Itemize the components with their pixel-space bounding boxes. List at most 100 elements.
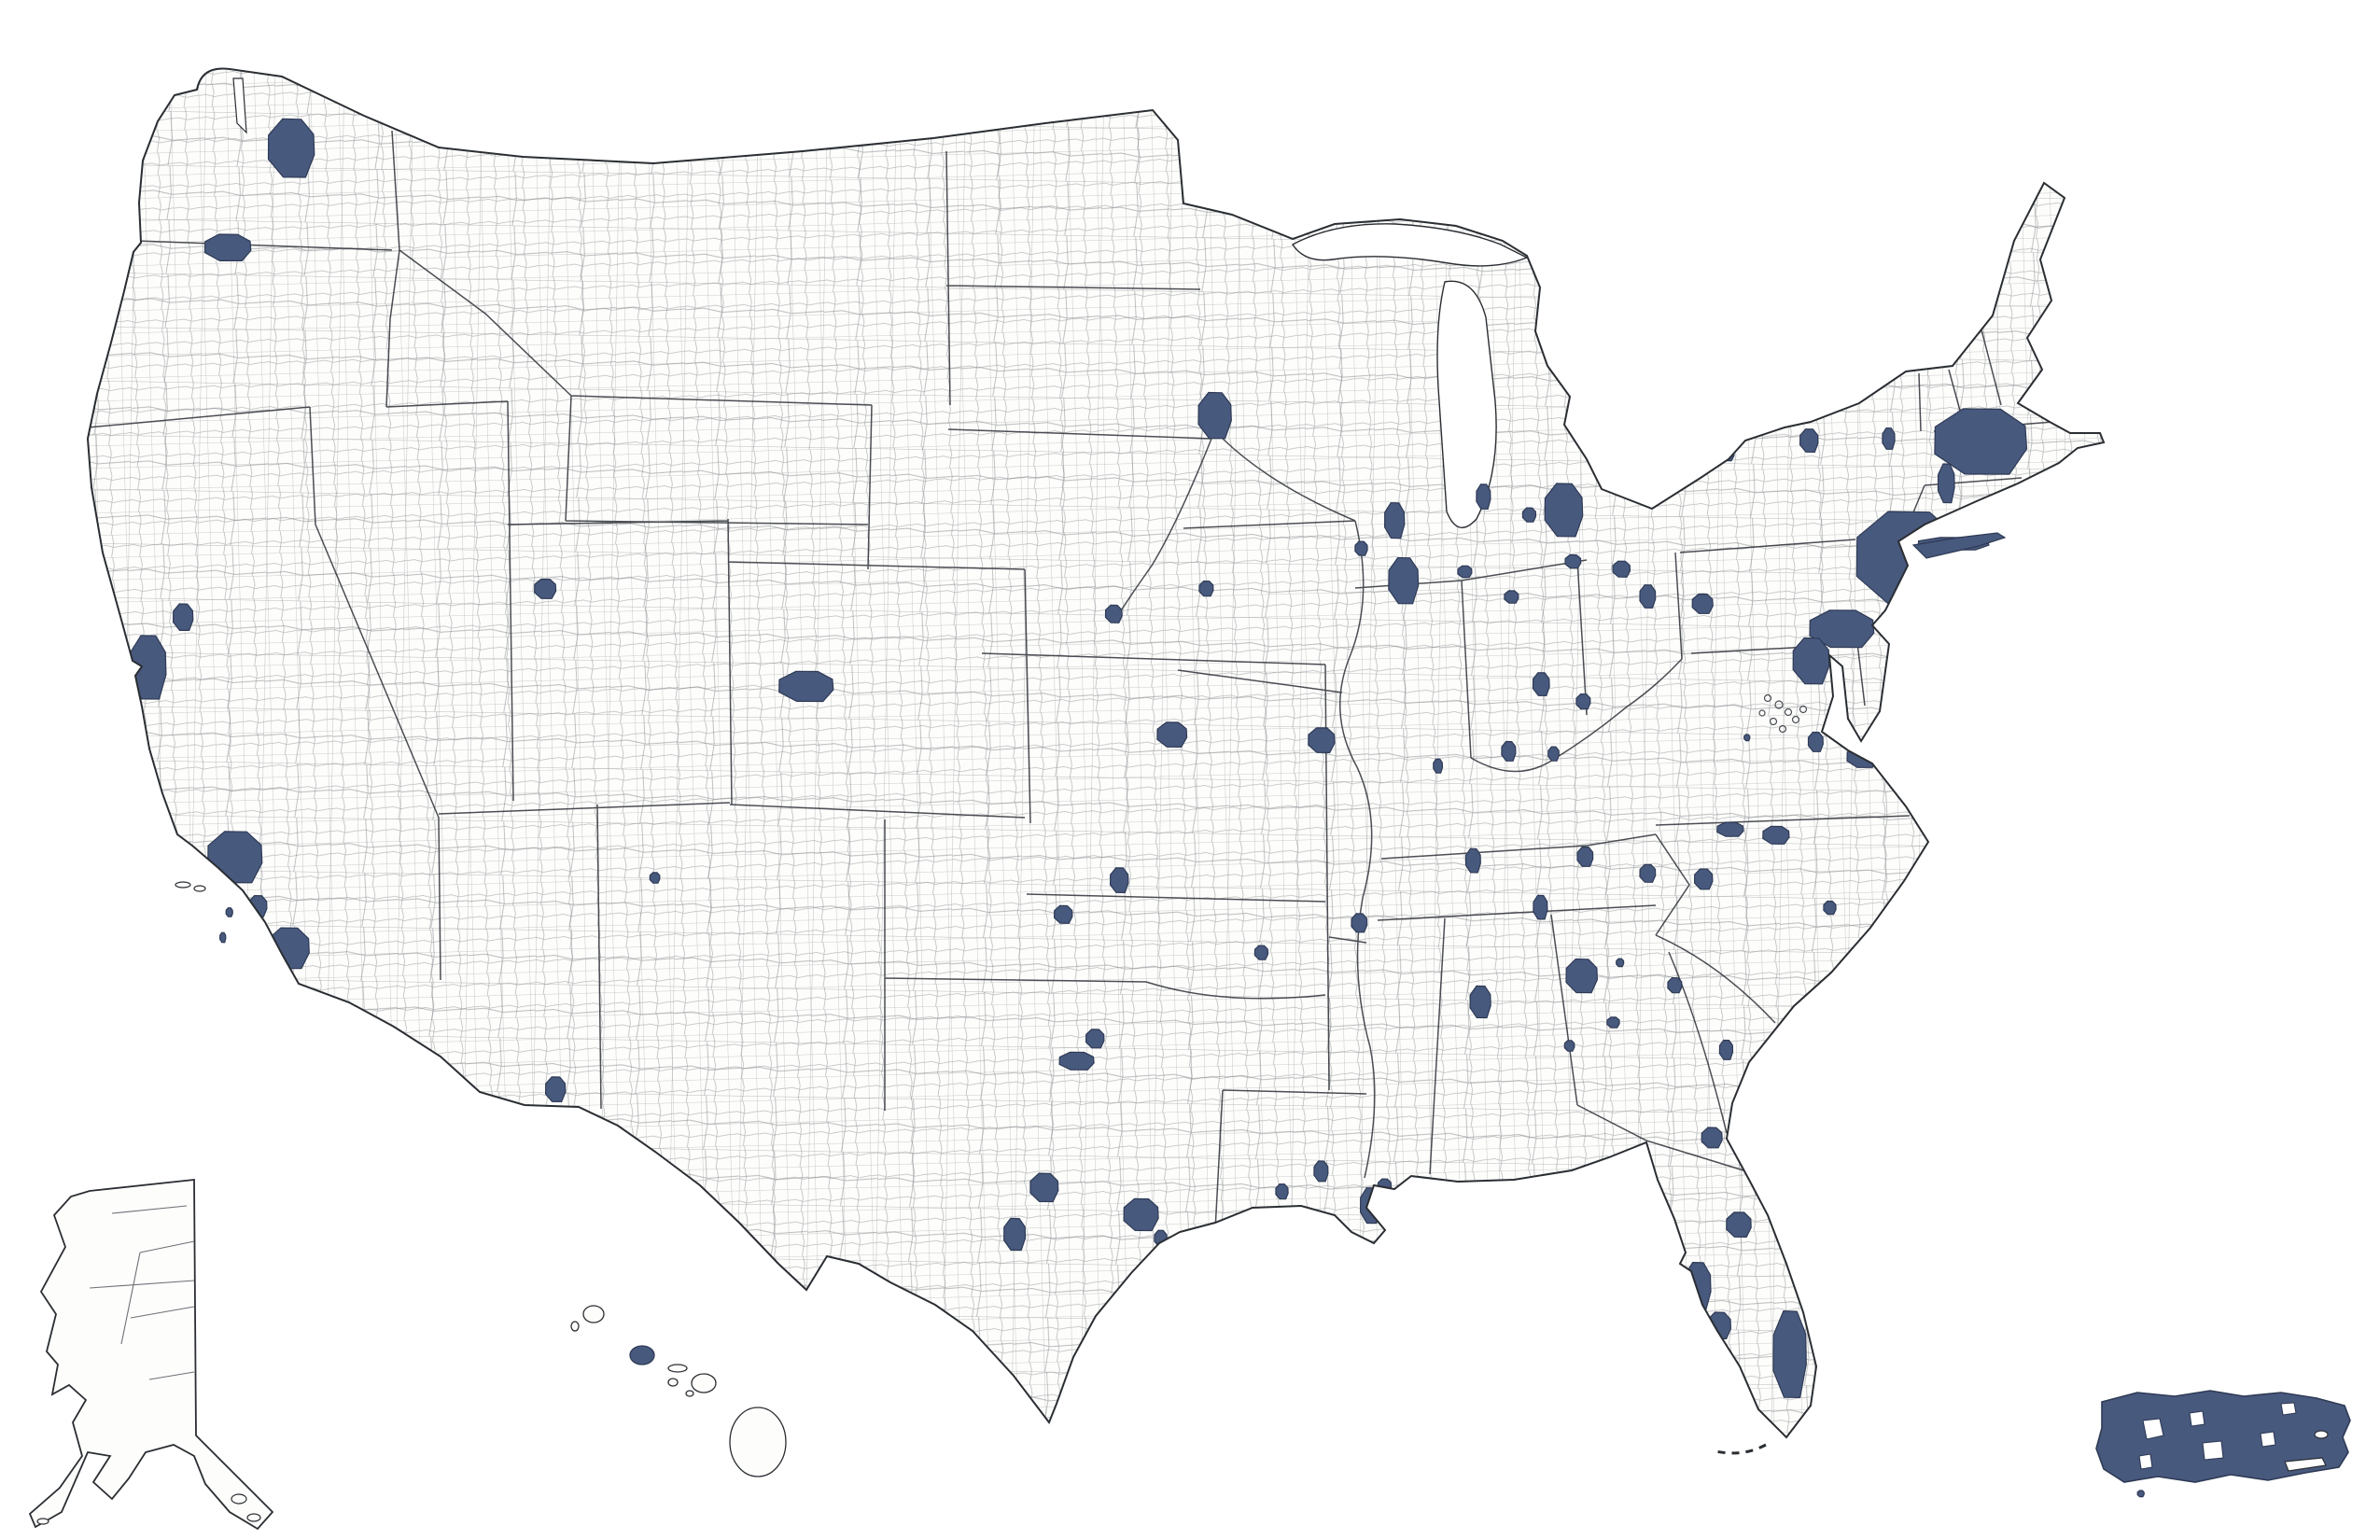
alaska-borough-lines [89, 1205, 195, 1380]
hawaii-island-hawaii-big-island [729, 1407, 787, 1477]
county-highlight-st-louis: St. Louis MO [1308, 727, 1336, 754]
county-highlight-galveston: Galveston TX [1154, 1229, 1168, 1247]
county-highlight-hartford-new-haven: Hartford / New Haven CT [1937, 463, 1955, 504]
county-highlight-madison: Madison WI (Dane) [1354, 540, 1368, 556]
county-highlight-des-moines: Des Moines IA (Polk) [1198, 580, 1214, 597]
county-grid-texture-coarse [88, 68, 2104, 1437]
county-highlight-macon: Macon GA (Bibb) [1606, 1016, 1620, 1029]
county-highlight-houston: Houston TX (Harris) [1123, 1197, 1159, 1232]
hawaii-island-maui [691, 1373, 717, 1393]
county-highlight-athens-ga: Athens GA (Clarke) [1616, 958, 1625, 968]
county-highlight-fort-wayne: Fort Wayne IN (Allen) [1504, 590, 1519, 604]
lake-superior [1291, 223, 1529, 267]
county-highlight-richmond: Richmond VA [1807, 731, 1824, 752]
county-highlight-portland-metro: Portland area (Multnomah OR / Clark WA) [203, 233, 252, 261]
county-highlight-sacramento: Sacramento CA [172, 603, 194, 632]
county-highlight-san-clemente-island: San Clemente Island CA [219, 931, 227, 944]
county-highlight-memphis: Memphis TN (Shelby) [1351, 913, 1368, 933]
county-highlight-san-diego: San Diego CA [267, 927, 310, 970]
county-highlight-cincinnati: Cincinnati OH (Hamilton) [1575, 693, 1591, 710]
highlighted-counties-layer: Seattle area (King / Snohomish WA) Portla… [129, 118, 2028, 1399]
long-island-highlight [1911, 532, 2007, 559]
county-highlight-indianapolis: Indianapolis IN (Marion) [1532, 672, 1550, 697]
culebra-island [2314, 1430, 2329, 1439]
vieques-island [2284, 1457, 2327, 1472]
puget-sound [232, 77, 247, 134]
county-highlight-wilmington-nc: Wilmington NC (New Hanover) [1823, 900, 1837, 916]
county-highlight-lansing: Lansing MI (Ingham) [1521, 507, 1537, 523]
county-highlight-austin: Austin TX (Travis) [1029, 1172, 1059, 1203]
hawaii-island-oahu-honolulu-highlighted [629, 1345, 655, 1365]
puerto-rico-inset [2095, 1390, 2351, 1483]
county-highlight-chattanooga: Chattanooga TN (Hamilton) [1533, 894, 1548, 920]
puerto-rico-unhighlighted-municipios [2138, 1402, 2297, 1470]
county-highlight-el-paso: El Paso TX [544, 1076, 567, 1103]
county-highlight-cleveland-area: Cleveland area OH [1612, 560, 1631, 578]
county-highlight-oklahoma-city: Oklahoma City OK [1053, 904, 1073, 924]
county-highlight-manchester-nh: Manchester NH (Hillsborough) [1882, 427, 1896, 450]
hawaii-inset [570, 1305, 787, 1477]
county-highlight-charlottesville: Charlottesville VA [1743, 734, 1751, 742]
county-highlight-minneapolis-st-paul: Minneapolis-St. Paul MN (Hennepin / Rams… [1197, 391, 1232, 440]
county-highlight-philadelphia-metro: Philadelphia metro PA/NJ/DE [1809, 609, 1875, 649]
county-highlight-baltimore-dc: Baltimore MD / Washington DC metro [1792, 637, 1830, 685]
county-highlight-detroit-metro: Detroit metro MI (Wayne / Oakland / Maco… [1544, 483, 1584, 538]
county-highlight-lexington: Lexington KY (Fayette) [1547, 746, 1560, 762]
county-highlight-baton-rouge: Baton Rouge LA (East Baton Rouge) [1313, 1160, 1329, 1183]
county-highlight-winston-greensboro: Winston-Salem / Greensboro NC [1716, 821, 1744, 837]
florida-keys [1711, 1443, 1767, 1455]
county-highlight-santa-catalina-island: Santa Catalina Island CA [225, 907, 233, 917]
county-highlight-evansville: Evansville IN (Vanderburgh) [1433, 758, 1444, 774]
county-highlight-sf-bay-area: San Francisco Bay Area (SF / San Mateo /… [129, 635, 167, 700]
county-highlight-south-bend: South Bend IN (St. Joseph) [1457, 565, 1473, 579]
hawaii-island-lanai [667, 1378, 679, 1387]
county-highlight-chicago-metro: Chicago metro IL (Cook / DuPage / Lake /… [1388, 556, 1420, 605]
county-highlight-wichita: Wichita KS (Sedgwick) [1109, 867, 1129, 894]
county-highlight-south-florida: South Florida (Palm Beach / Broward / Mi… [1772, 1309, 1807, 1399]
county-highlight-albany: Albany NY [1799, 428, 1819, 454]
county-highlight-columbia-sc: Columbia SC (Richland) [1667, 976, 1683, 994]
county-highlight-jacksonville: Jacksonville FL (Duval) [1726, 1211, 1752, 1239]
county-highlight-lafayette-la: Lafayette LA [1275, 1183, 1289, 1200]
county-highlight-omaha: Omaha NE (Douglas) [1104, 604, 1123, 623]
county-highlight-grand-rapids: Grand Rapids MI (Kent) [1476, 483, 1491, 511]
county-highlight-columbus-ga: Columbus GA (Muscogee) [1563, 1040, 1575, 1052]
county-highlight-toledo: Toledo OH (Lucas) [1564, 553, 1582, 569]
county-highlight-santa-fe-area: North-central New Mexico [649, 872, 661, 884]
hawaii-island-niihau [570, 1321, 580, 1332]
county-highlight-san-antonio: San Antonio TX (Bexar) [1003, 1217, 1027, 1252]
county-highlight-louisville: Louisville KY (Jefferson) [1501, 740, 1517, 762]
county-highlight-milwaukee: Milwaukee / Waukesha WI [1383, 502, 1406, 539]
county-highlight-los-angeles-ventura: Los Angeles / Ventura CA [207, 831, 263, 884]
channel-islands [175, 881, 206, 892]
puerto-rico-highlighted-municipios [2095, 1390, 2351, 1483]
county-highlight-clarksville: Clarksville TN (Montgomery) [1464, 847, 1481, 874]
alaska-inset [28, 1178, 274, 1531]
county-highlight-little-rock: Little Rock AR (Pulaski) [1253, 945, 1269, 960]
county-highlight-denver-arapahoe: Denver / Arapahoe CO [778, 670, 834, 703]
virginia-independent-city-dots [1758, 693, 1808, 734]
county-highlight-charleston-sc: Charleston SC [1718, 1039, 1734, 1060]
county-highlight-kansas-city: Kansas City (Wyandotte KS / Jackson MO) [1156, 721, 1188, 749]
county-highlight-raleigh-durham: Raleigh / Durham NC [1762, 825, 1790, 845]
county-highlight-collin: Collin TX [1085, 1029, 1105, 1049]
county-highlight-birmingham: Birmingham AL (Jefferson) [1469, 985, 1491, 1019]
county-highlight-nashville: Nashville TN (Davidson) [1576, 846, 1594, 867]
hawaii-island-kahoolawe [685, 1390, 694, 1397]
county-highlight-orange-ca: Orange CA [247, 894, 268, 917]
alaska-landmass [28, 1178, 274, 1531]
county-highlight-savannah: Savannah GA (Chatham) [1701, 1127, 1723, 1149]
county-highlight-boston-metro: Boston metro MA / Providence RI [1934, 408, 2028, 475]
great-lakes [232, 77, 1529, 528]
county-highlight-columbus-oh: Columbus OH (Franklin) [1639, 584, 1657, 609]
county-highlight-pittsburgh: Pittsburgh PA (Allegheny) [1691, 593, 1714, 614]
county-highlight-charlotte: Charlotte NC (Mecklenburg) [1693, 868, 1714, 890]
county-highlight-mona-island-pr: Mona Island PR [2136, 1490, 2145, 1498]
lake-michigan [1436, 280, 1497, 528]
county-highlight-tarrant-dallas: Fort Worth / Dallas TX (Tarrant / Dallas… [1058, 1051, 1095, 1071]
county-highlight-salt-lake: Salt Lake UT [534, 578, 557, 599]
county-highlight-knoxville: Knoxville TN (Knox) [1639, 863, 1657, 883]
county-highlight-atlanta-metro: Atlanta metro GA (Fulton / DeKalb / Cobb… [1565, 958, 1599, 994]
